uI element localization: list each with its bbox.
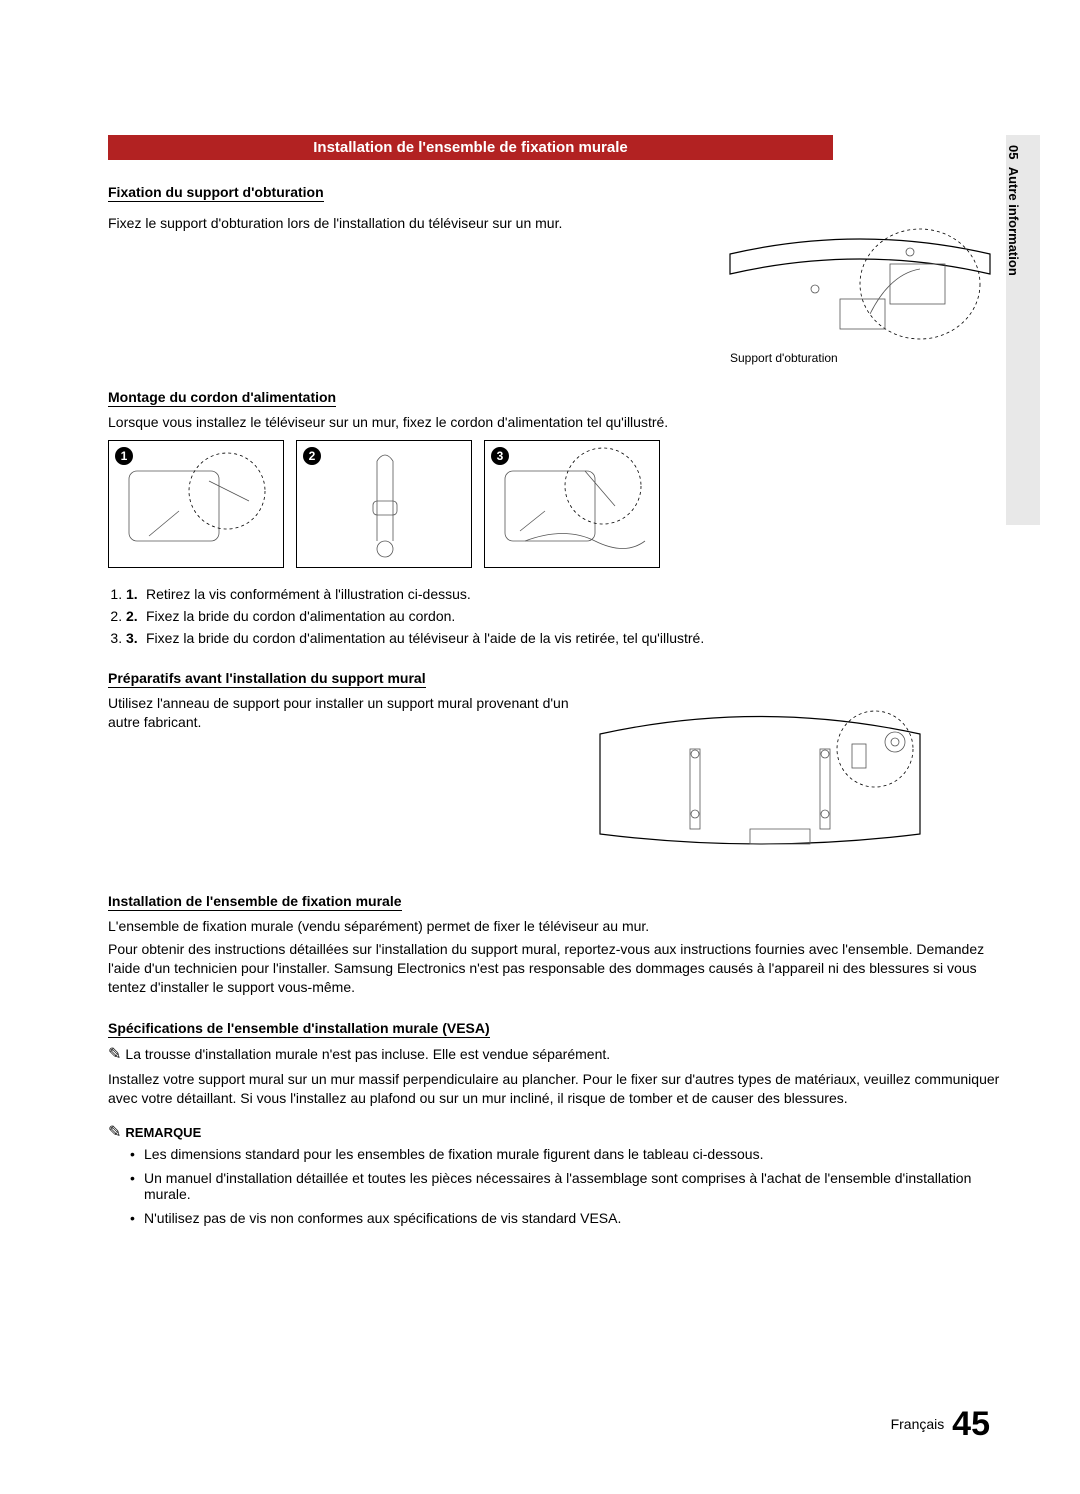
section-number: 05 xyxy=(1006,145,1021,159)
spec-note: La trousse d'installation murale n'est p… xyxy=(125,1046,610,1062)
step-badge-1: 1 xyxy=(115,447,133,465)
page-footer: Français 45 xyxy=(891,1405,990,1444)
cord-figure-row: 1 2 3 xyxy=(108,440,1000,568)
install-heading: Installation de l'ensemble de fixation m… xyxy=(108,893,402,911)
spec-note-line: ✎La trousse d'installation murale n'est … xyxy=(108,1044,1000,1066)
section-banner: Installation de l'ensemble de fixation m… xyxy=(108,135,833,160)
prep-figure xyxy=(590,694,930,869)
fixation-figure: Support d'obturation xyxy=(720,214,1000,365)
prep-text: Utilisez l'anneau de support pour instal… xyxy=(108,694,578,732)
remarque-head-line: ✎ REMARQUE xyxy=(108,1122,1000,1142)
blanking-bracket-illustration xyxy=(720,214,1000,364)
remarque-section: ✎ REMARQUE Les dimensions standard pour l… xyxy=(108,1122,1000,1226)
remarque-item-1: Les dimensions standard pour les ensembl… xyxy=(144,1146,1000,1162)
page-root: 05 Autre information Installation de l'e… xyxy=(0,0,1080,1494)
remarque-item-3: N'utilisez pas de vis non conformes aux … xyxy=(144,1210,1000,1226)
cord-illustration-3 xyxy=(485,441,661,569)
fixation-text: Fixez le support d'obturation lors de l'… xyxy=(108,214,708,233)
prep-section: Préparatifs avant l'installation du supp… xyxy=(108,670,1000,869)
montage-heading: Montage du cordon d'alimentation xyxy=(108,389,336,407)
note-icon: ✎ xyxy=(108,1046,121,1063)
step-badge-2: 2 xyxy=(303,447,321,465)
spec-section: Spécifications de l'ensemble d'installat… xyxy=(108,1020,1000,1107)
cord-illustration-1 xyxy=(109,441,285,569)
montage-step-3: 3.Fixez la bride du cordon d'alimentatio… xyxy=(126,630,1000,646)
install-section: Installation de l'ensemble de fixation m… xyxy=(108,893,1000,997)
holder-ring-illustration xyxy=(590,694,930,864)
install-text1: L'ensemble de fixation murale (vendu sép… xyxy=(108,917,1000,936)
montage-text: Lorsque vous installez le téléviseur sur… xyxy=(108,413,1000,432)
remarque-list: Les dimensions standard pour les ensembl… xyxy=(108,1146,1000,1226)
step-badge-3: 3 xyxy=(491,447,509,465)
footer-page-number: 45 xyxy=(952,1405,990,1443)
cord-illustration-2 xyxy=(297,441,473,569)
fixation-section: Fixation du support d'obturation Fixez l… xyxy=(108,184,1000,365)
banner-title: Installation de l'ensemble de fixation m… xyxy=(313,139,627,156)
cord-figure-2: 2 xyxy=(296,440,472,568)
remarque-label: REMARQUE xyxy=(125,1125,201,1140)
fixation-heading: Fixation du support d'obturation xyxy=(108,184,324,202)
prep-heading: Préparatifs avant l'installation du supp… xyxy=(108,670,426,688)
montage-steps-list: 1.Retirez la vis conformément à l'illust… xyxy=(108,586,1000,646)
section-title: Autre information xyxy=(1006,167,1021,276)
montage-step-1: 1.Retirez la vis conformément à l'illust… xyxy=(126,586,1000,602)
cord-figure-3: 3 xyxy=(484,440,660,568)
note-icon: ✎ xyxy=(108,1124,121,1141)
spec-text: Installez votre support mural sur un mur… xyxy=(108,1070,1000,1108)
install-text2: Pour obtenir des instructions détaillées… xyxy=(108,940,1000,997)
side-tab-label: 05 Autre information xyxy=(1006,135,1029,276)
cord-figure-1: 1 xyxy=(108,440,284,568)
footer-language: Français xyxy=(891,1416,945,1432)
montage-step-2: 2.Fixez la bride du cordon d'alimentatio… xyxy=(126,608,1000,624)
remarque-item-2: Un manuel d'installation détaillée et to… xyxy=(144,1170,1000,1202)
side-tab: 05 Autre information xyxy=(1006,135,1040,525)
spec-heading: Spécifications de l'ensemble d'installat… xyxy=(108,1020,490,1038)
montage-section: Montage du cordon d'alimentation Lorsque… xyxy=(108,389,1000,646)
